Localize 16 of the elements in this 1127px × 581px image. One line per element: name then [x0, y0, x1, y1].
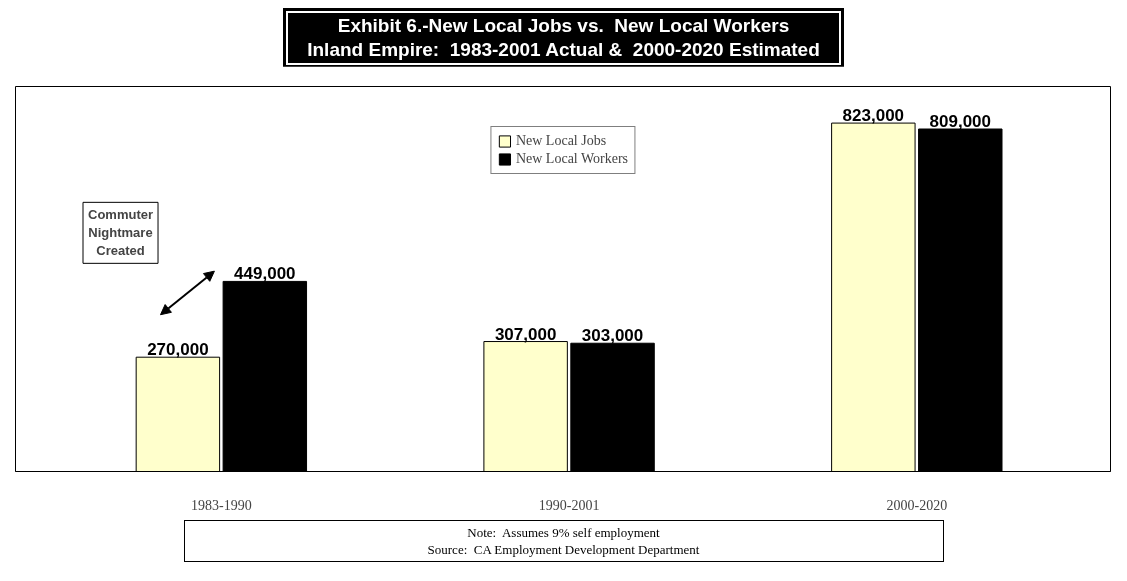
data-label: 270,000 [147, 340, 209, 360]
x-tick-label: 1983-1990 [191, 497, 252, 513]
x-tick-label: 1990-2001 [538, 497, 600, 513]
chart-subtitle: Inland Empire: 1983-2001 Actual & 2000-2020 Estimated [307, 39, 820, 60]
data-label: 823,000 [842, 106, 905, 126]
data-label: 303,000 [581, 326, 644, 346]
chart-title: Exhibit 6.-New Local Jobs vs. New Local Workers [337, 15, 790, 36]
data-label: 809,000 [929, 112, 992, 132]
source-note: Source: CA Employment Development Department [427, 542, 700, 557]
annotation: Commuter Nightmare Created [88, 207, 154, 259]
text: Note: Assumes 9% self employment [467, 525, 660, 540]
legend-label: New Local Jobs [515, 133, 607, 149]
data-label: 449,000 [234, 264, 296, 284]
data-label: 307,000 [494, 324, 557, 344]
legend-label: New Local Workers [515, 151, 629, 167]
x-tick-label: 2000-2020 [886, 497, 948, 513]
